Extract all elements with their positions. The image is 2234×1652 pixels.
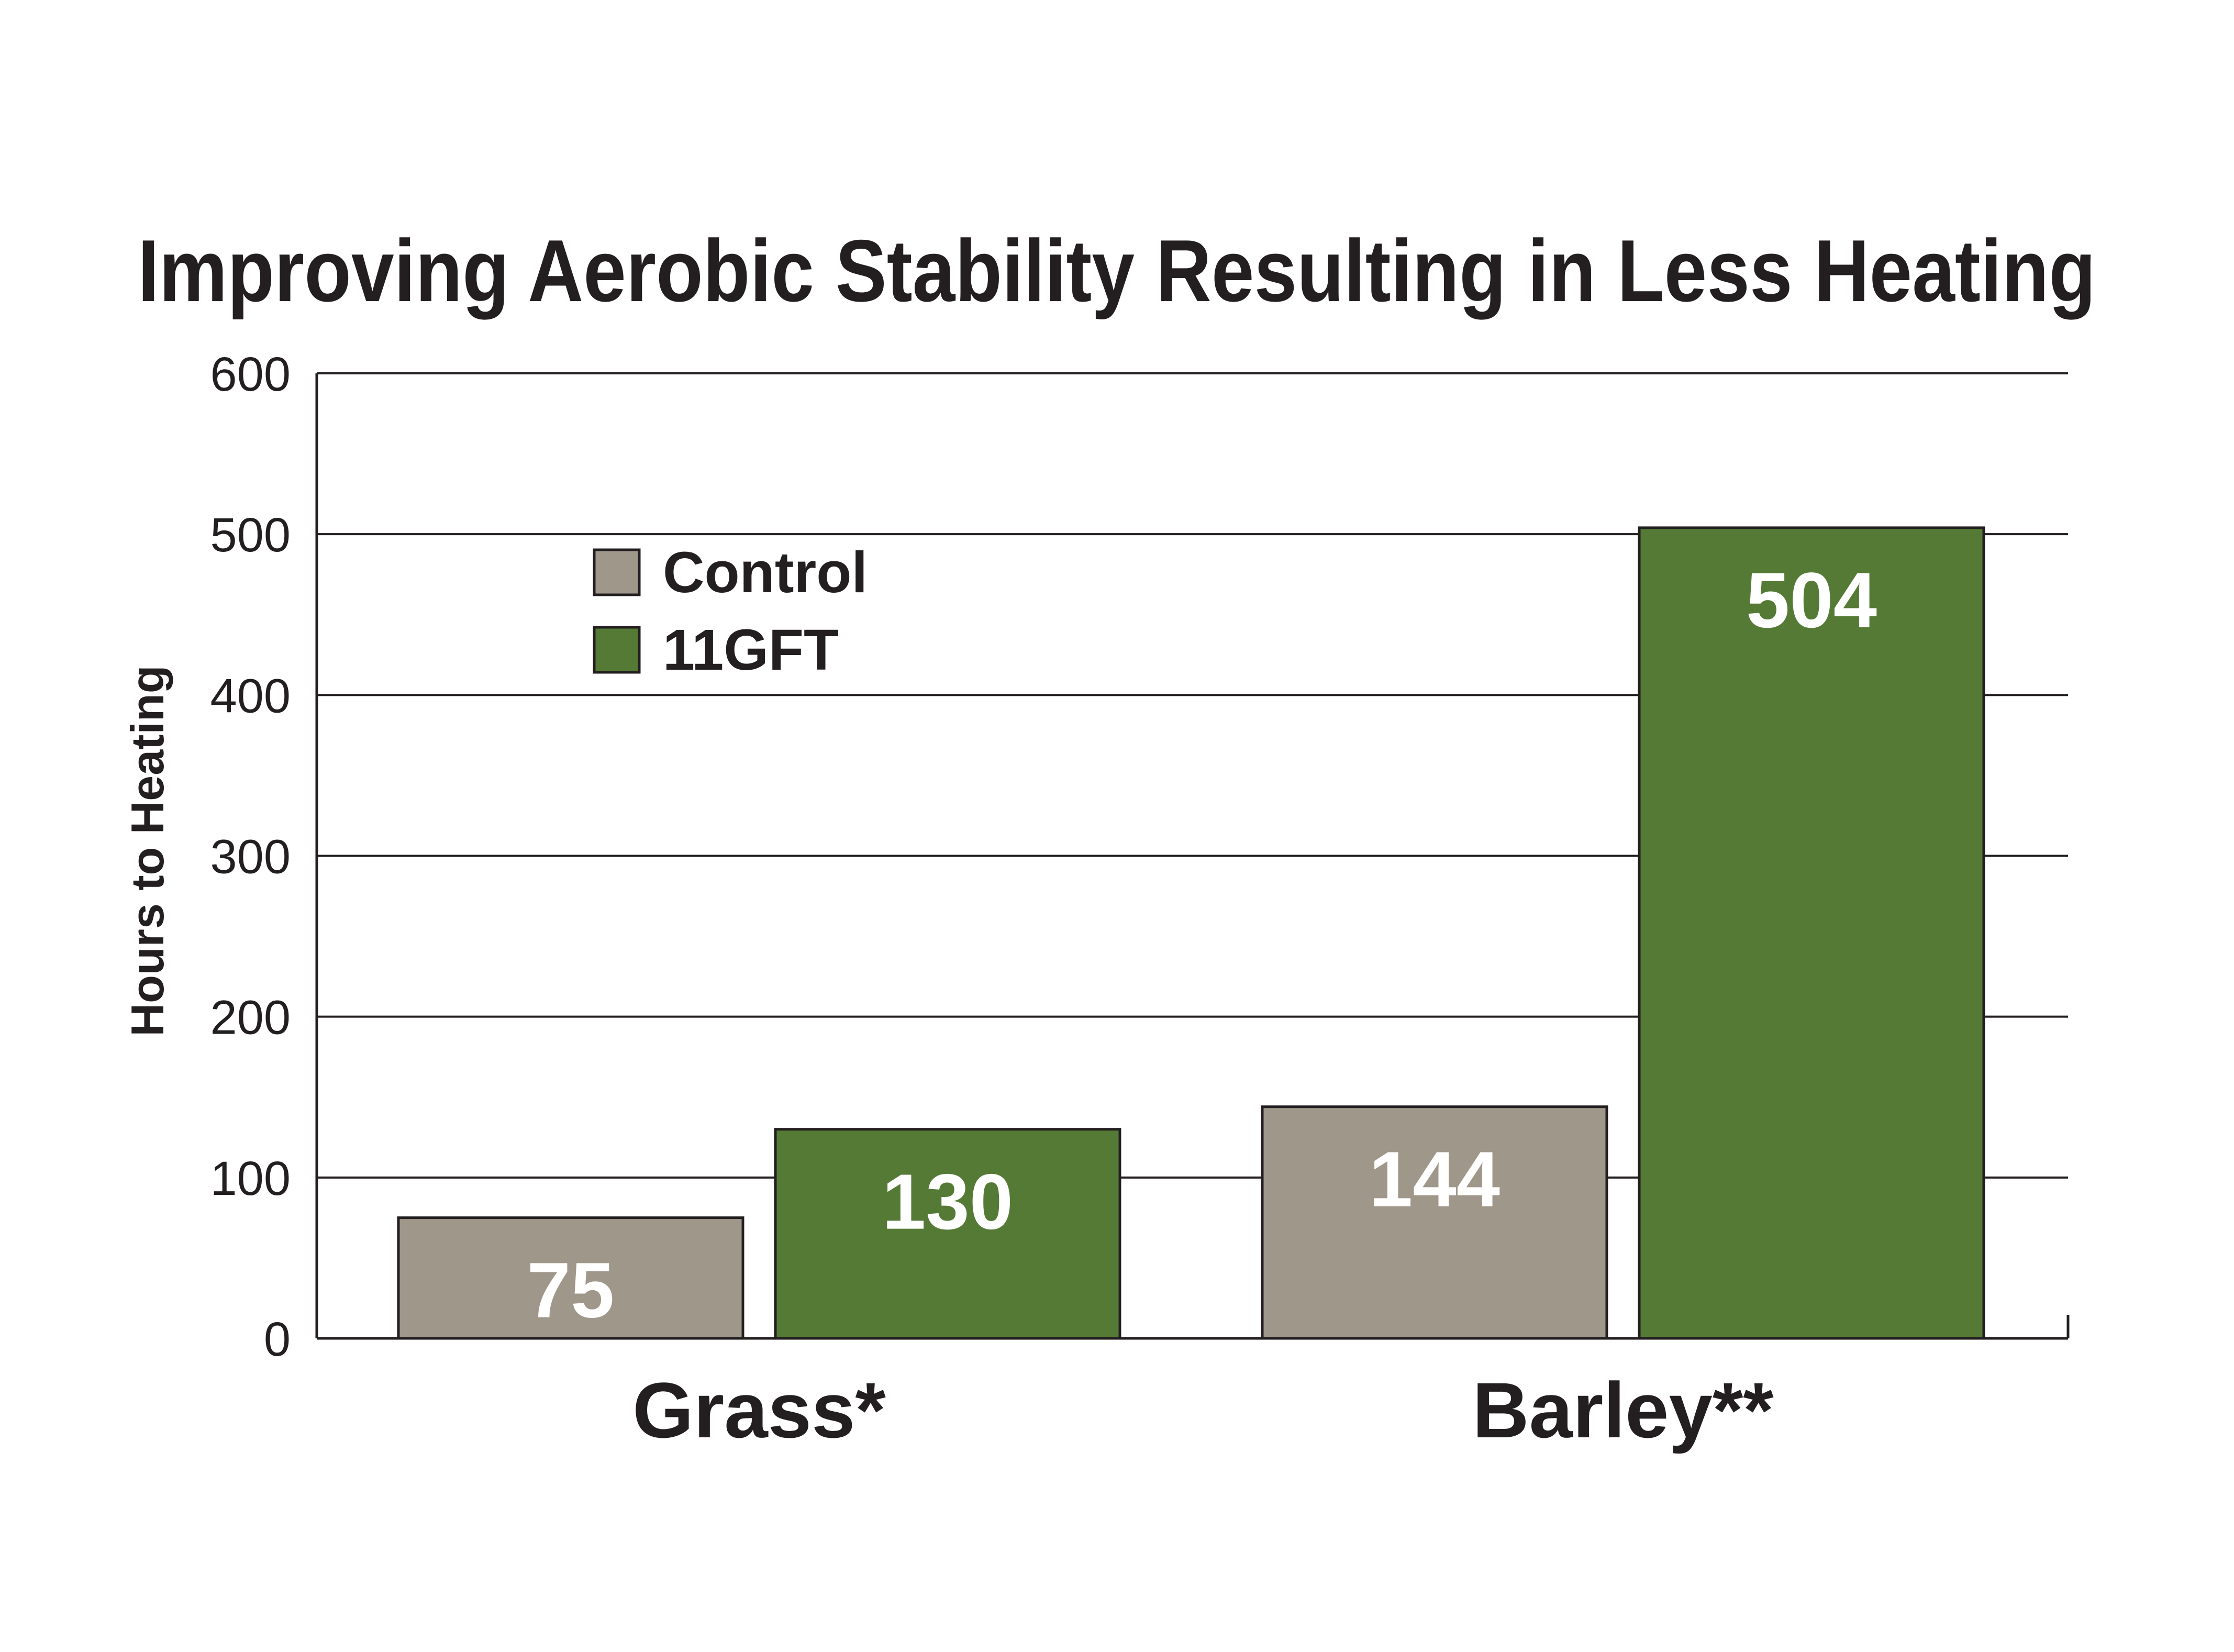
legend-swatch-1 [593,626,641,674]
data-label-11gft-1: 504 [1746,556,1877,644]
y-tick-label-6: 600 [210,348,291,401]
y-tick-label-0: 0 [264,1313,291,1366]
y-tick-label-5: 500 [210,508,291,562]
x-category-label-1: Barley** [1472,1366,1774,1454]
data-label-control-0: 75 [527,1246,615,1334]
x-category-label-0: Grass* [632,1366,886,1454]
y-tick-label-4: 400 [210,669,291,723]
y-tick-label-3: 300 [210,830,291,884]
y-tick-label-2: 200 [210,991,291,1045]
y-axis-label: Hours to Heating [121,666,173,1037]
x-axis-categories: Grass* Barley** [632,1366,1774,1454]
chart-title: Improving Aerobic Stability Resulting in… [138,221,2096,320]
bar-control-1 [1261,1105,1608,1340]
legend-label-0: Control [663,540,868,605]
y-tick-label-1: 100 [210,1152,291,1205]
data-label-control-1: 144 [1369,1135,1500,1223]
axes [315,373,2070,1340]
data-label-11gft-0: 130 [882,1158,1013,1246]
y-axis-ticks: 0 100 200 300 400 500 600 [210,348,291,1366]
legend-swatch-0 [593,548,641,596]
legend-label-1: 11GFT [663,618,839,682]
bars: 75 130 144 504 [397,526,1985,1340]
legend: Control 11GFT [593,540,868,682]
bar-11gft-1 [1638,526,1985,1340]
